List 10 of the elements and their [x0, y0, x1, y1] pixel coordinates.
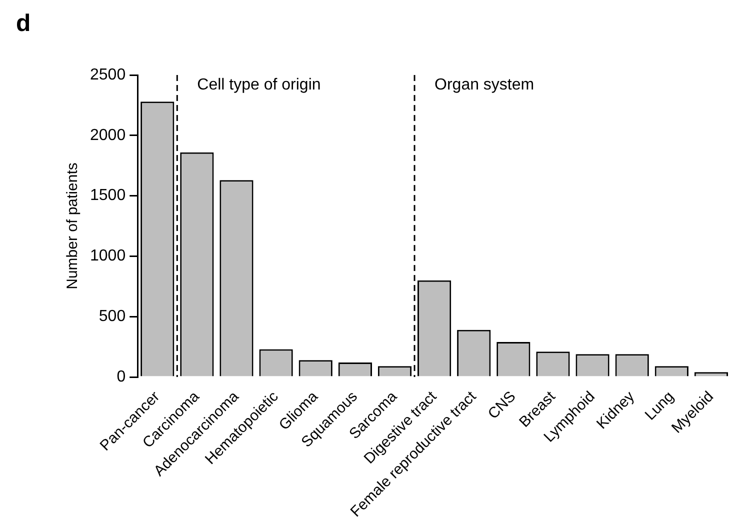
text: d [16, 10, 31, 38]
y-axis-title: Number of patients [64, 162, 82, 290]
y-tick-label: 0 [116, 368, 126, 386]
y-tick-label: 2500 [90, 66, 126, 84]
y-tick-label: 2000 [90, 126, 126, 144]
annotation: Cell type of origin [197, 76, 321, 94]
annotation: Organ system [434, 76, 534, 94]
y-tick-label: 1000 [90, 248, 126, 265]
y-tick-label: 1500 [90, 187, 126, 204]
y-tick-label: 500 [98, 308, 126, 326]
